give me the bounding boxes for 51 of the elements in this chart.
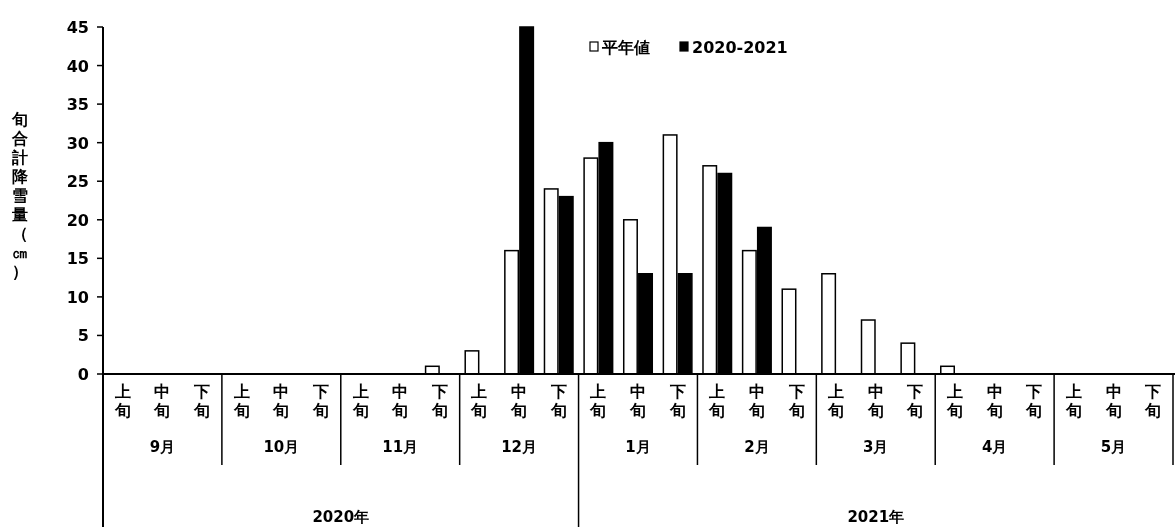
x-tick-label: 上旬: [827, 382, 845, 420]
x-tick-label: 下旬: [1025, 382, 1043, 420]
x-tick-label: 上旬: [708, 382, 726, 420]
legend-label: 平年値: [601, 38, 650, 57]
x-tick-label: 上旬: [1064, 382, 1082, 420]
text: 4月: [981, 438, 1008, 456]
x-tick-label: 中旬: [272, 382, 290, 420]
x-tick-label: 中旬: [985, 382, 1003, 420]
text: 3月: [863, 438, 889, 456]
text: 11月: [382, 438, 419, 456]
text: 2021年: [847, 508, 905, 526]
text: 10月: [263, 438, 300, 456]
x-tick-label: 下旬: [1144, 382, 1162, 420]
x-tick-label: 中旬: [866, 382, 884, 420]
y-tick-label: 40: [66, 56, 89, 76]
text: 2月: [744, 438, 770, 456]
x-tick-label: 下旬: [311, 382, 329, 420]
x-tick-label: 上旬: [589, 382, 607, 420]
x-tick-label: 中旬: [391, 382, 409, 420]
x-tick-label: 下旬: [549, 382, 567, 420]
x-tick-label: 中旬: [747, 382, 765, 420]
x-tick-label: 上旬: [351, 382, 369, 420]
text: 5月: [1100, 438, 1127, 456]
y-tick-label: 20: [66, 210, 89, 230]
x-tick-label: 中旬: [1104, 382, 1122, 420]
legend-label: 2020-2021: [692, 38, 788, 57]
x-tick-label: 下旬: [193, 382, 211, 420]
y-tick-label: 30: [66, 133, 89, 153]
text: 2020年: [312, 508, 370, 526]
x-tick-label: 下旬: [668, 382, 686, 420]
y-tick-label: 10: [66, 287, 89, 307]
y-tick-label: 5: [77, 326, 89, 346]
text: 9月: [149, 438, 176, 456]
x-tick-label: 上旬: [946, 382, 964, 420]
text: 12月: [501, 438, 538, 456]
x-tick-label: 上旬: [113, 382, 131, 420]
x-tick-label: 下旬: [430, 382, 448, 420]
x-tick-label: 上旬: [232, 382, 250, 420]
x-tick-label: 下旬: [906, 382, 924, 420]
x-tick-label: 中旬: [153, 382, 171, 420]
text: 1月: [625, 438, 651, 456]
x-tick-label: 上旬: [470, 382, 488, 420]
x-tick-label: 中旬: [510, 382, 528, 420]
y-tick-label: 25: [66, 172, 89, 192]
y-tick-label: 15: [66, 249, 89, 269]
y-tick-label: 45: [66, 18, 89, 37]
text: 旬合計降雪量（㎝）: [12, 110, 28, 281]
x-tick-label: 中旬: [629, 382, 646, 420]
y-tick-label: 35: [66, 95, 89, 115]
x-tick-label: 下旬: [787, 382, 805, 420]
y-tick-label: 0: [77, 365, 89, 384]
